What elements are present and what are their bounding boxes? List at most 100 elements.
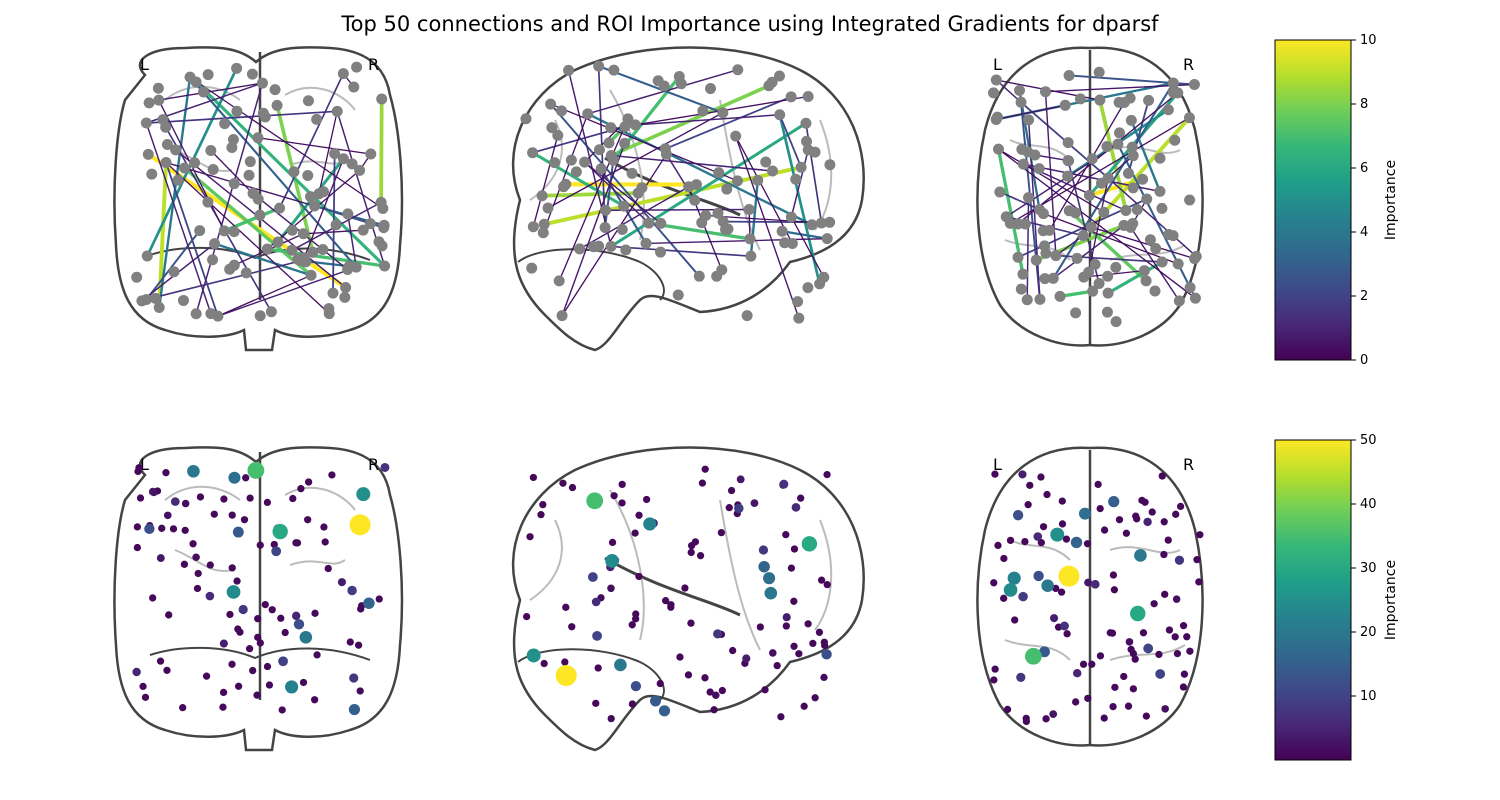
node-coronal-49	[288, 166, 300, 178]
node-coronal-42	[373, 236, 385, 248]
roi-axial-1	[1024, 501, 1032, 509]
roi-coronal-72	[189, 540, 197, 548]
edge-coronal-41	[303, 158, 345, 259]
roi-axial-26	[1096, 652, 1105, 660]
roi-sagittal-45	[773, 661, 781, 670]
roi-coronal-17	[320, 523, 328, 531]
node-axial-80	[1070, 307, 1082, 319]
node-sagittal-85	[616, 223, 628, 235]
node-sagittal-47	[545, 98, 557, 110]
roi-sagittal-20	[701, 465, 709, 473]
roi-coronal-107	[272, 523, 288, 540]
roi-coronal-86	[132, 667, 141, 677]
roi-sagittal-63	[729, 646, 737, 655]
node-axial-56	[1062, 170, 1074, 182]
roi-sagittal-51	[782, 622, 790, 630]
roi-sagittal-4	[681, 584, 689, 592]
edge-coronal-36	[165, 161, 316, 207]
roi-sagittal-22	[787, 564, 796, 572]
node-axial-33	[1040, 86, 1052, 98]
edge-sagittal-27	[604, 208, 750, 211]
roi-axial-43	[1042, 715, 1050, 723]
roi-sagittal-28	[592, 699, 600, 707]
roi-sagittal-30	[642, 495, 651, 504]
node-coronal-32	[205, 145, 217, 157]
roi-axial-108	[1024, 647, 1042, 665]
roi-axial-18	[1127, 645, 1135, 654]
node-coronal-79	[376, 93, 388, 105]
roi-axial-32	[1160, 518, 1168, 526]
roi-sagittal-99	[658, 705, 671, 717]
edge-axial-20	[999, 191, 1041, 211]
node-axial-40	[1120, 204, 1132, 216]
roi-sagittal-40	[790, 642, 798, 650]
edge-sagittal-35	[532, 134, 559, 228]
roi-coronal-56	[139, 682, 147, 691]
edge-coronal-1	[157, 160, 169, 310]
roi-coronal-18	[270, 540, 278, 549]
node-sagittal-37	[658, 80, 670, 92]
tick-label-8: 8	[1360, 97, 1368, 112]
node-coronal-89	[378, 222, 390, 234]
roi-axial-65	[1057, 588, 1066, 596]
roi-coronal-20	[220, 495, 228, 503]
roi-coronal-102	[299, 630, 313, 644]
roi-axial-16	[1179, 621, 1188, 630]
roi-sagittal-41	[815, 628, 824, 636]
roi-axial-76	[1106, 629, 1114, 637]
label-right-coronal: R	[368, 55, 379, 74]
roi-coronal-62	[162, 469, 170, 477]
node-coronal-6	[231, 105, 243, 117]
node-coronal-56	[272, 236, 284, 248]
label-left-coronal-2: L	[140, 455, 149, 474]
roi-axial-19	[1129, 685, 1138, 693]
edge-sagittal-40	[547, 112, 724, 209]
roi-coronal-103	[187, 464, 200, 478]
roi-sagittal-52	[635, 572, 643, 581]
node-coronal-36	[337, 68, 349, 80]
node-sagittal-93	[824, 216, 836, 228]
node-sagittal-80	[632, 187, 644, 199]
roi-sagittal-48	[698, 479, 707, 487]
node-coronal-35	[357, 224, 369, 236]
roi-axial-96	[1012, 509, 1024, 521]
roi-coronal-54	[297, 485, 305, 493]
roi-sagittal-42	[610, 492, 618, 500]
node-axial-47	[1184, 281, 1196, 293]
node-axial-74	[1022, 146, 1034, 158]
roi-sagittal-73	[687, 548, 695, 557]
roi-sagittal-109	[555, 665, 577, 687]
node-axial-46	[1039, 273, 1051, 285]
node-coronal-59	[202, 196, 214, 208]
roi-coronal-63	[236, 628, 244, 636]
node-sagittal-34	[588, 241, 600, 253]
roi-coronal-81	[163, 511, 172, 520]
roi-sagittal-29	[717, 528, 726, 537]
edge-coronal-11	[158, 75, 192, 309]
roi-sagittal-44	[817, 576, 826, 584]
node-sagittal-6	[732, 64, 744, 76]
roi-axial-109	[1058, 565, 1080, 587]
edge-sagittal-17	[664, 95, 793, 150]
node-axial-30	[1188, 79, 1200, 91]
roi-axial-102	[1041, 579, 1054, 592]
node-axial-16	[1190, 250, 1202, 262]
node-sagittal-83	[809, 146, 821, 158]
roi-sagittal-78	[777, 713, 785, 721]
roi-axial-28	[991, 470, 999, 478]
node-sagittal-71	[659, 143, 671, 155]
node-coronal-96	[323, 308, 335, 320]
roi-sagittal-59	[684, 671, 693, 679]
roi-axial-12	[1176, 502, 1185, 511]
edge-axial-45	[997, 148, 1197, 299]
node-sagittal-23	[693, 270, 705, 282]
roi-coronal-view: L R	[113, 446, 404, 752]
roi-coronal-6	[169, 525, 178, 533]
node-axial-86	[1085, 221, 1097, 233]
roi-axial-44	[1161, 590, 1169, 598]
roi-axial-67	[1022, 717, 1031, 726]
roi-sagittal-21	[718, 686, 726, 695]
edge-coronal-22	[278, 72, 345, 209]
roi-axial-86	[1143, 517, 1152, 527]
roi-sagittal-75	[618, 480, 626, 489]
